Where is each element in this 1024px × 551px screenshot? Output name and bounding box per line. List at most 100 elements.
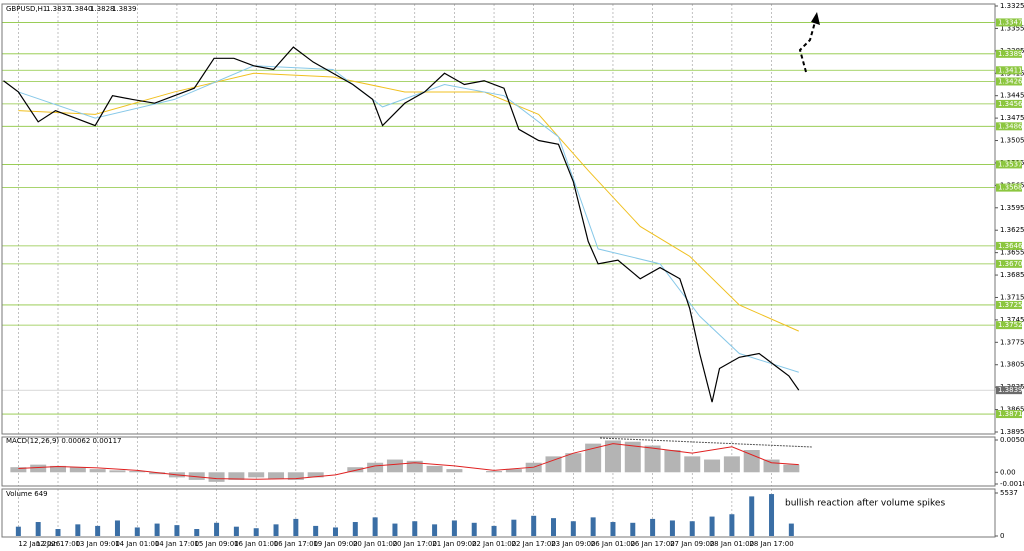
level-tag (996, 77, 1022, 86)
macd-bar (10, 467, 27, 473)
volume-bar (451, 520, 457, 536)
x-tick-label: 28 Jan 01:00 (710, 540, 754, 548)
macd-bar (149, 472, 166, 475)
volume-bar (610, 522, 616, 536)
volume-bar (352, 522, 358, 536)
x-tick-label: 16 Jan 17:00 (274, 540, 318, 548)
y-tick-label: 1.3475 (1000, 114, 1024, 122)
volume-bar (669, 520, 675, 536)
y-tick-label: 1.3445 (1000, 92, 1024, 100)
volume-bar (55, 529, 61, 536)
y-tick-label: 1.3325 (1000, 2, 1024, 10)
macd-bar (30, 464, 47, 473)
volume-bar (650, 518, 656, 536)
volume-bar (313, 525, 319, 536)
x-tick-label: 27 Jan 09:00 (670, 540, 714, 548)
volume-bar (392, 523, 398, 536)
volume-bar (253, 528, 259, 536)
x-tick-label: 12 Jan 2026 (18, 540, 61, 548)
macd-bar (604, 440, 621, 473)
x-tick-label: 21 Jan 09:00 (432, 540, 476, 548)
volume-bar (35, 522, 41, 536)
macd-bar (69, 467, 86, 473)
macd-bar (208, 472, 225, 482)
symbol-title: GBPUSD,H1 (6, 5, 47, 13)
macd-bar (386, 459, 403, 473)
x-tick-label: 16 Jan 01:00 (234, 540, 278, 548)
projection-arrow (798, 21, 816, 73)
volume-bar (590, 517, 596, 536)
level-label: 1.3725 (998, 301, 1023, 309)
volume-bar (432, 524, 438, 536)
volume-bar (570, 521, 576, 536)
volume-bar (630, 522, 636, 536)
level-label: 1.3347 (998, 18, 1023, 26)
macd-bar (188, 472, 205, 480)
volume-bar (134, 527, 140, 536)
level-label: 1.3389 (998, 50, 1023, 58)
volume-bar (214, 522, 220, 536)
level-tag (996, 410, 1022, 419)
y-tick-label: 1.3865 (1000, 406, 1024, 414)
level-label: 1.3456 (998, 100, 1023, 108)
x-tick-label: 22 Jan 17:00 (512, 540, 556, 548)
volume-bar (412, 521, 418, 536)
level-label: 1.3670 (998, 260, 1023, 268)
y-tick-label: 0.00507 (1000, 436, 1024, 444)
macd-bar (89, 469, 106, 473)
macd-bar (763, 459, 780, 473)
level-tag (996, 122, 1022, 131)
y-tick-label: 1.3505 (1000, 137, 1024, 145)
macd-bar (406, 460, 423, 473)
macd-bar (367, 462, 384, 473)
macd-bar (723, 456, 740, 473)
annotation: bullish reaction after volume spikes (785, 499, 945, 509)
level-label: 1.3411 (998, 66, 1023, 74)
quote-value: 1.3837 (46, 5, 71, 13)
volume-bar (174, 525, 180, 536)
x-tick-label: 28 Jan 17:00 (749, 540, 793, 548)
macd-bar (268, 472, 285, 479)
x-tick-label: 15 Jan 09:00 (194, 540, 238, 548)
y-tick-label: 1.3655 (1000, 249, 1024, 257)
quote-value: 1.3839 (112, 5, 137, 13)
macd-bar (287, 472, 304, 480)
volume-bar (372, 517, 378, 536)
volume-bar (95, 525, 101, 536)
level-tag (996, 321, 1022, 330)
volume-panel (1, 488, 996, 538)
volume-bar (273, 524, 279, 536)
x-tick-label: 14 Jan 01:00 (115, 540, 159, 548)
macd-bar (446, 469, 463, 473)
y-tick-label: 1.3595 (1000, 204, 1024, 212)
level-label: 1.3537 (998, 160, 1023, 168)
level-tag (996, 49, 1022, 58)
y-tick-label: 1.3745 (1000, 316, 1024, 324)
level-tag (996, 66, 1022, 75)
level-tag (996, 160, 1022, 169)
volume-title: Volume 649 (6, 490, 48, 498)
series-line (18, 443, 799, 480)
macd-bar (109, 470, 126, 473)
volume-bar (531, 515, 537, 536)
series-line (3, 46, 800, 403)
level-label: 1.3486 (998, 122, 1023, 130)
x-tick-label: 13 Jan 09:00 (75, 540, 119, 548)
level-tag (996, 259, 1022, 268)
level-tag (996, 183, 1022, 192)
y-tick-label: 1.3685 (1000, 271, 1024, 279)
y-tick-label: 1.3895 (1000, 428, 1024, 436)
macd-bar (347, 467, 364, 473)
y-tick-label: 1.3625 (1000, 226, 1024, 234)
y-tick-label: -0.00184 (1000, 480, 1024, 488)
y-tick-label: 0 (1000, 532, 1004, 540)
volume-bar (154, 523, 160, 536)
macd-bar (565, 453, 582, 473)
level-tag (996, 241, 1022, 250)
volume-bar (15, 526, 21, 536)
x-tick-label: 20 Jan 17:00 (393, 540, 437, 548)
x-tick-label: 23 Jan 09:00 (551, 540, 595, 548)
macd-bar (426, 465, 443, 473)
